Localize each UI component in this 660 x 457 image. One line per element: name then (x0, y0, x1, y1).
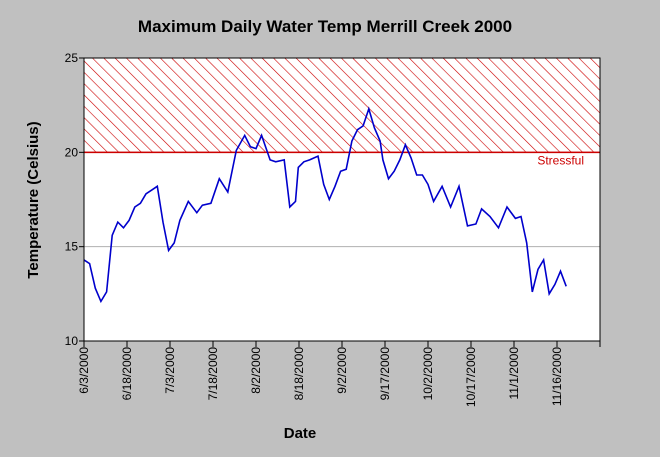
x-tick-label: 10/17/2000 (464, 347, 478, 407)
stressful-label: Stressful (537, 153, 584, 167)
y-tick-label: 20 (65, 145, 79, 159)
plot-border (83, 57, 601, 342)
x-tick-label: 11/16/2000 (550, 347, 564, 406)
x-tick-label: 6/18/2000 (120, 347, 134, 401)
x-tick-label: 8/18/2000 (292, 347, 306, 401)
series-line (83, 106, 567, 304)
x-tick-label: 7/3/2000 (163, 347, 177, 394)
stressful-band (83, 57, 601, 153)
y-tick-label: 15 (65, 240, 79, 254)
x-tick-label: 7/18/2000 (206, 347, 220, 401)
x-tick-label: 9/2/2000 (335, 347, 349, 394)
x-tick-label: 11/1/2000 (507, 347, 521, 400)
x-axis-label: Date (284, 425, 317, 442)
x-tick-label: 8/2/2000 (249, 347, 263, 394)
y-axis-label: Temperature (Celsius) (25, 121, 42, 278)
x-tick-label: 10/2/2000 (421, 347, 435, 401)
chart-title: Maximum Daily Water Temp Merrill Creek 2… (138, 17, 512, 36)
y-tick-label: 25 (65, 51, 79, 65)
x-tick-label: 6/3/2000 (77, 347, 91, 394)
x-tick-label: 9/17/2000 (378, 347, 392, 401)
y-tick-label: 10 (65, 334, 79, 348)
tick-layer: 10 15 20 25 6/3/2000 6/18/2000 7/3/2000 7/18/20… (65, 51, 601, 407)
